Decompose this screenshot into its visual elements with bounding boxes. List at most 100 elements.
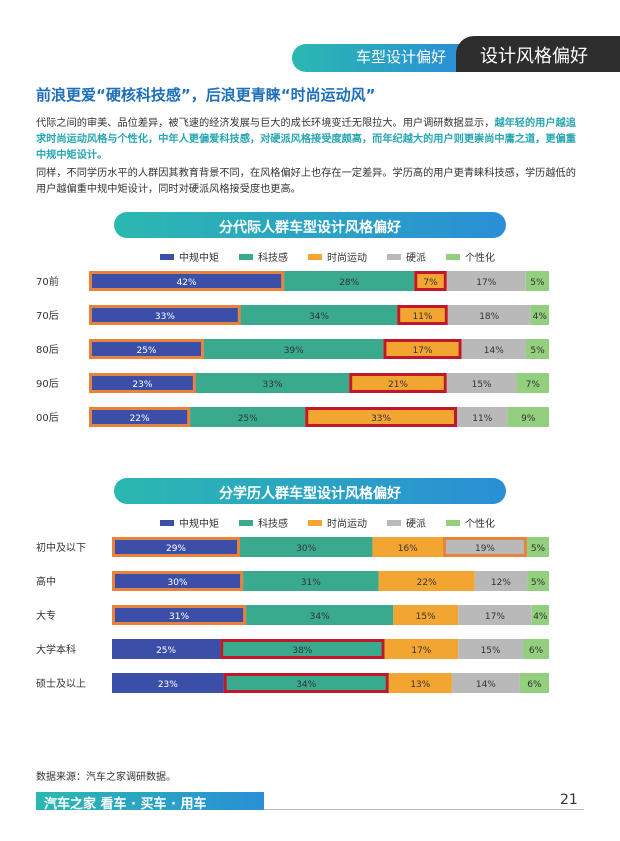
bar-segment-硬派 <box>458 639 524 659</box>
footer-brand: 汽车之家 看车 · 买车 · 用车 <box>44 797 207 812</box>
bar-segment-中规中矩 <box>89 271 285 291</box>
bar-segment-时尚运动 <box>393 605 459 625</box>
data-label: 9% <box>521 414 536 424</box>
bar-segment-时尚运动 <box>384 639 459 659</box>
data-label: 22% <box>130 414 150 424</box>
category-label: 00后 <box>36 412 59 424</box>
legend-swatch <box>387 253 401 260</box>
data-label: 31% <box>301 578 321 588</box>
data-label: 6% <box>529 646 544 656</box>
chart1-legend: 中规中矩 科技感 时尚运动 硬派 个性化 <box>160 249 495 264</box>
chart2-svg: 初中及以下 29% 30% 16% 19% 5% 高中 30% 31% 22% 12% 5% 大专 31%… <box>36 537 549 693</box>
highlight-box <box>383 339 462 359</box>
data-label: 31% <box>169 612 189 622</box>
category-label: 80后 <box>36 344 59 356</box>
data-label: 28% <box>339 278 359 288</box>
legend-label: 时尚运动 <box>327 519 367 530</box>
highlight-box <box>223 673 389 693</box>
data-label: 15% <box>472 380 492 390</box>
chart1-title-band <box>114 212 506 238</box>
data-label: 22% <box>417 578 437 588</box>
data-label: 17% <box>411 646 431 656</box>
bar-segment-中规中矩 <box>112 537 241 557</box>
data-label: 19% <box>475 544 495 554</box>
legend-item-5: 个性化 <box>446 249 495 264</box>
legend-item-3: 时尚运动 <box>308 515 367 530</box>
data-label: 15% <box>416 612 436 622</box>
chart1-svg: 70前 42% 28% 7% 17% 5% 70后 33% 34% 11% 18% 4% 80后 25% 3… <box>36 271 549 427</box>
category-label: 70前 <box>36 275 59 288</box>
highlight-box <box>349 373 447 393</box>
data-label: 17% <box>412 346 432 356</box>
bar-segment-个性化 <box>525 271 549 291</box>
data-label: 18% <box>479 312 499 322</box>
bar-segment-个性化 <box>523 639 549 659</box>
bar-segment-时尚运动 <box>414 271 447 291</box>
category-label: 高中 <box>36 575 56 588</box>
legend-swatch <box>160 519 174 526</box>
data-label: 25% <box>238 414 258 424</box>
bar-segment-中规中矩 <box>89 407 191 427</box>
bar-segment-硬派 <box>474 571 528 591</box>
category-label: 大学本科 <box>36 643 76 656</box>
bar-segment-时尚运动 <box>388 673 452 693</box>
bar-segment-个性化 <box>530 305 549 325</box>
bar-segment-硬派 <box>458 605 532 625</box>
legend-item-3: 时尚运动 <box>308 249 367 264</box>
legend-label: 硬派 <box>406 253 426 264</box>
legend-item-4: 硬派 <box>387 515 426 530</box>
bar-segment-中规中矩 <box>89 339 204 359</box>
category-label: 90后 <box>36 378 59 390</box>
highlight-box <box>220 639 385 659</box>
legend-swatch <box>387 519 401 526</box>
data-label: 14% <box>484 346 504 356</box>
bar-segment-个性化 <box>526 339 549 359</box>
legend-swatch <box>308 253 322 260</box>
bar-segment-时尚运动 <box>305 407 457 427</box>
bar-segment-硬派 <box>451 673 520 693</box>
data-label: 39% <box>284 346 304 356</box>
paragraph-2: 同样，不同学历水平的人群因其教育背景不同，在风格偏好上也存在一定差异。学历高的用… <box>36 168 576 195</box>
highlight-box <box>414 271 447 291</box>
bar-segment-时尚运动 <box>397 305 448 325</box>
data-label: 5% <box>530 278 545 288</box>
legend-item-1: 中规中矩 <box>160 515 219 530</box>
bar-segment-中规中矩 <box>112 673 224 693</box>
highlight-box <box>112 605 247 625</box>
data-label: 14% <box>476 680 496 690</box>
bar-segment-时尚运动 <box>383 339 462 359</box>
legend-label: 中规中矩 <box>179 253 219 264</box>
data-label: 25% <box>136 346 156 356</box>
bar-segment-硬派 <box>443 537 527 557</box>
legend-label: 硬派 <box>406 519 426 530</box>
highlight-box <box>112 571 244 591</box>
bar-segment-硬派 <box>446 373 517 393</box>
legend-item-2: 科技感 <box>239 515 288 530</box>
bar-segment-科技感 <box>223 673 389 693</box>
paragraph-1: 代际之间的审美、品位差异，被飞速的经济发展与巨大的成长环境变迁无限拉大。用户调研… <box>36 116 584 164</box>
bar-segment-时尚运动 <box>349 373 447 393</box>
legend-label: 科技感 <box>258 253 288 264</box>
data-label: 34% <box>310 612 330 622</box>
bar-segment-科技感 <box>284 271 415 291</box>
data-label: 5% <box>531 544 546 554</box>
header-category: 车型设计偏好 <box>356 48 447 66</box>
data-label: 30% <box>296 544 316 554</box>
bar-segment-中规中矩 <box>112 639 221 659</box>
legend-label: 中规中矩 <box>179 519 219 530</box>
category-label: 大专 <box>36 609 56 622</box>
highlight-box <box>89 305 241 325</box>
bar-segment-科技感 <box>243 571 379 591</box>
legend-item-4: 硬派 <box>387 249 426 264</box>
bar-segment-硬派 <box>447 305 531 325</box>
highlight-box <box>89 271 285 291</box>
data-label: 5% <box>530 346 545 356</box>
bar-segment-个性化 <box>531 605 549 625</box>
legend-label: 个性化 <box>465 519 495 530</box>
category-label: 初中及以下 <box>36 541 86 554</box>
legend-item-1: 中规中矩 <box>160 249 219 264</box>
legend-label: 科技感 <box>258 519 288 530</box>
category-label: 70后 <box>36 310 59 322</box>
highlight-box <box>305 407 458 427</box>
bar-segment-个性化 <box>516 373 549 393</box>
